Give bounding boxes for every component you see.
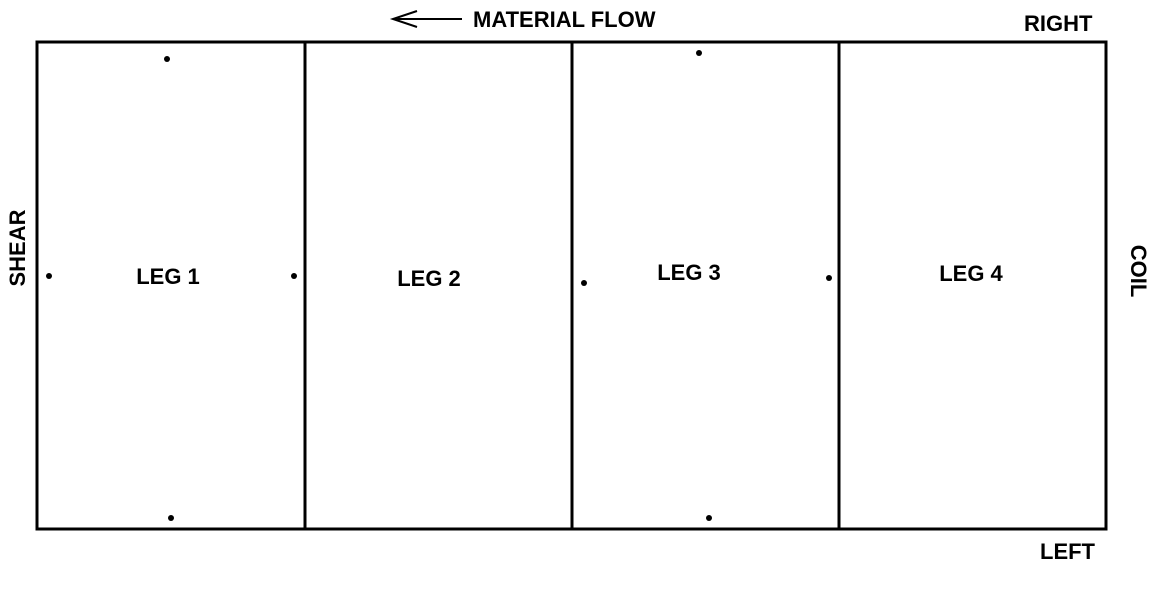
leg-2-label: LEG 2: [397, 266, 461, 291]
leg-4-label: LEG 4: [939, 261, 1003, 286]
material-flow-label: MATERIAL FLOW: [473, 7, 656, 32]
leg-1-label: LEG 1: [136, 264, 200, 289]
marker-dot: [826, 275, 832, 281]
marker-dot: [164, 56, 170, 62]
marker-dot: [696, 50, 702, 56]
coil-end-label: COIL: [1126, 244, 1151, 298]
marker-dot: [46, 273, 52, 279]
marker-dot: [168, 515, 174, 521]
marker-dot: [291, 273, 297, 279]
right-side-label: RIGHT: [1024, 11, 1093, 36]
marker-dot: [706, 515, 712, 521]
arrow-left-icon: [389, 10, 462, 28]
leg-3-label: LEG 3: [657, 260, 721, 285]
shear-end-label: SHEAR: [5, 209, 30, 287]
left-side-label: LEFT: [1040, 539, 1095, 564]
marker-dot: [581, 280, 587, 286]
